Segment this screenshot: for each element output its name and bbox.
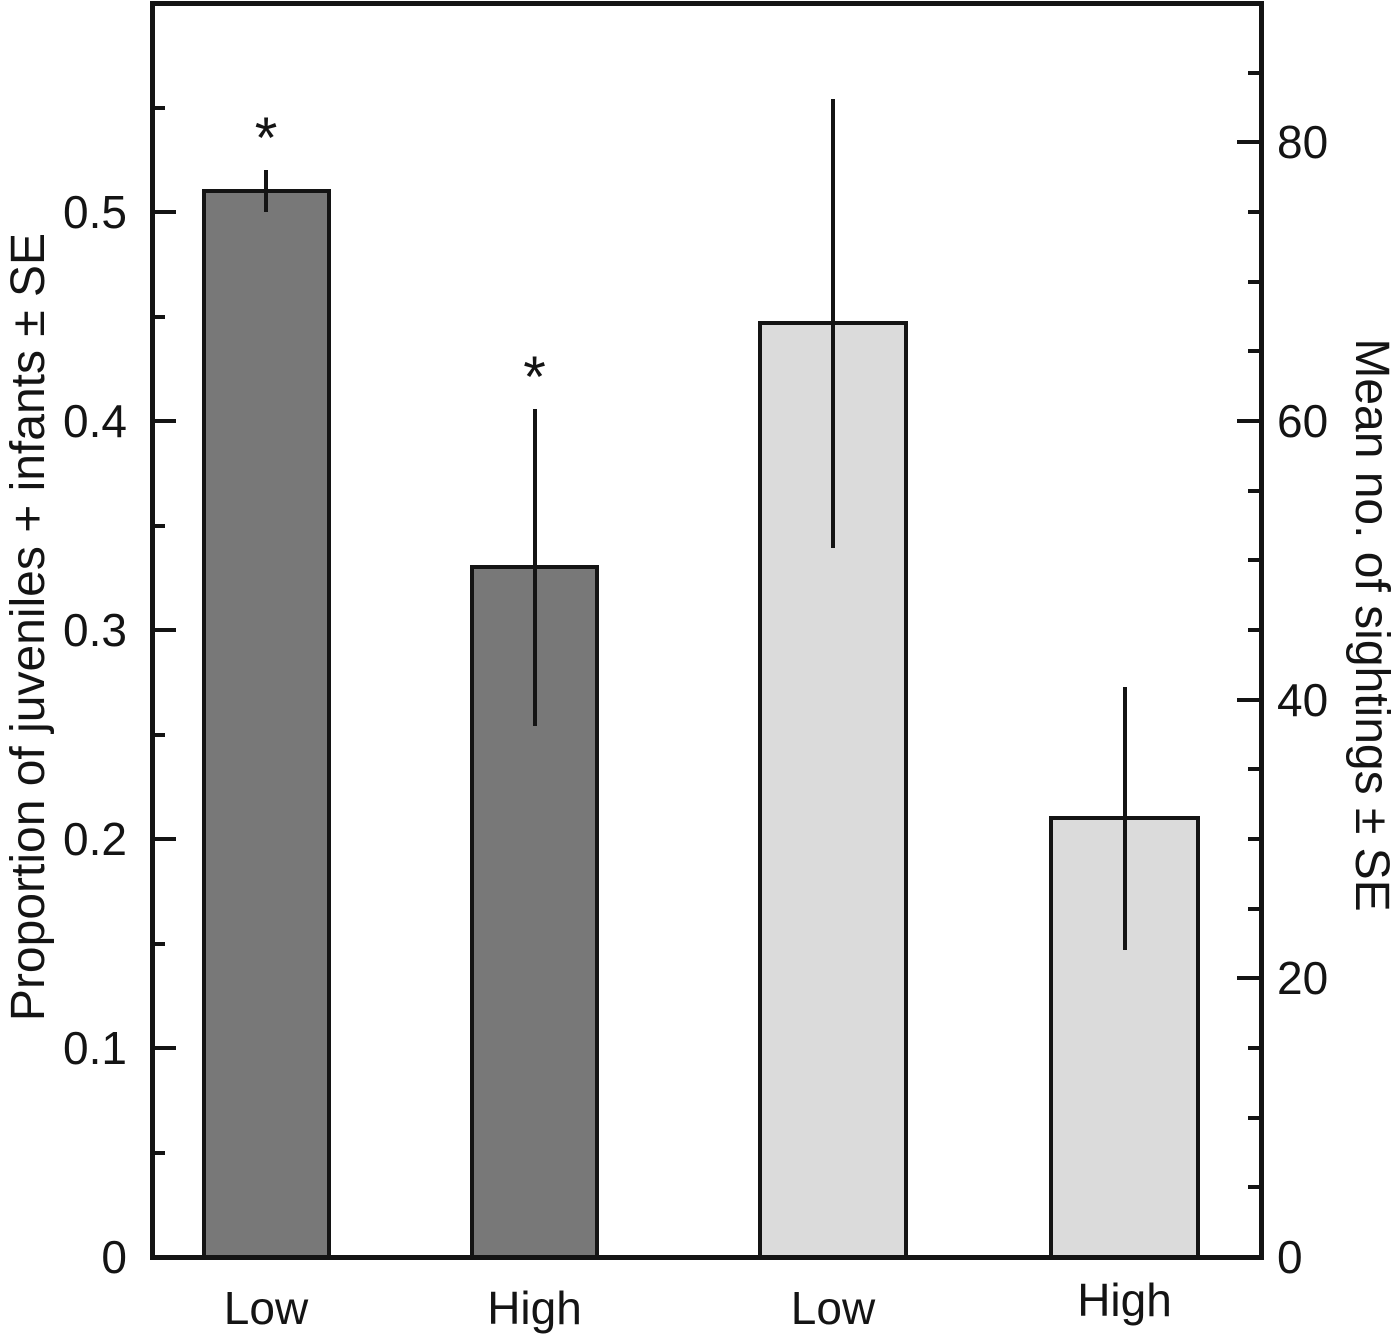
right-axis-major-tick <box>1236 976 1259 981</box>
left-axis-tick-label: 0.4 <box>63 395 127 447</box>
right-axis-major-tick <box>1236 140 1259 145</box>
significance-asterisk: * <box>254 106 278 172</box>
left-axis-major-tick <box>154 419 176 423</box>
error-bar <box>1122 686 1127 950</box>
right-axis-minor-tick <box>1247 349 1259 354</box>
error-bar <box>532 408 537 727</box>
left-axis-major-tick <box>154 628 176 632</box>
left-axis-major-tick <box>154 837 176 841</box>
right-axis-tick-label: 0 <box>1277 1231 1303 1283</box>
right-axis-major-tick <box>1236 419 1259 423</box>
error-bar <box>831 98 835 549</box>
right-axis-minor-tick <box>1247 628 1259 632</box>
left-axis-minor-tick <box>154 523 165 528</box>
left-axis-tick-label: 0.3 <box>63 604 127 656</box>
x-category-label: Low <box>223 1282 309 1334</box>
right-axis-minor-tick <box>1247 1115 1259 1120</box>
left-axis-tick-label: 0.2 <box>63 813 127 865</box>
right-axis-tick-label: 60 <box>1277 395 1329 447</box>
left-axis-tick-label: 0.1 <box>63 1022 127 1074</box>
x-category-label: Low <box>790 1282 876 1334</box>
right-axis-minor-tick <box>1247 837 1259 841</box>
right-axis-minor-tick <box>1247 1046 1259 1050</box>
right-axis-title: Mean no. of sightings ± SE <box>1345 338 1398 912</box>
bar-4-high <box>1049 816 1200 1259</box>
left-axis-minor-tick <box>154 732 165 737</box>
right-axis-minor-tick <box>1247 488 1259 493</box>
right-axis-tick-label: 80 <box>1277 116 1329 169</box>
right-axis-minor-tick <box>1247 1185 1259 1190</box>
right-axis-tick-label: 40 <box>1277 673 1329 726</box>
right-axis-tick-label: 20 <box>1277 952 1329 1005</box>
right-axis-minor-tick <box>1247 558 1259 563</box>
left-axis-tick-label: 0 <box>101 1231 127 1283</box>
left-axis-minor-tick <box>154 314 165 319</box>
left-axis-minor-tick <box>154 1150 165 1155</box>
right-axis-major-tick <box>1236 697 1259 702</box>
error-bar <box>264 170 268 212</box>
right-axis-minor-tick <box>1247 70 1259 75</box>
right-axis-minor-tick <box>1247 906 1259 911</box>
bar-1-low <box>201 189 331 1259</box>
right-axis-minor-tick <box>1247 279 1259 284</box>
x-category-label: High <box>1077 1274 1172 1326</box>
left-axis-major-tick <box>154 210 176 214</box>
x-category-label: High <box>487 1282 582 1334</box>
significance-asterisk: * <box>523 344 546 410</box>
left-axis-major-tick <box>154 1046 176 1050</box>
left-axis-minor-tick <box>154 105 165 110</box>
right-axis-minor-tick <box>1247 767 1259 772</box>
right-axis-minor-tick <box>1247 210 1259 214</box>
left-axis-tick-label: 0.5 <box>63 186 127 238</box>
left-axis-minor-tick <box>154 941 165 946</box>
